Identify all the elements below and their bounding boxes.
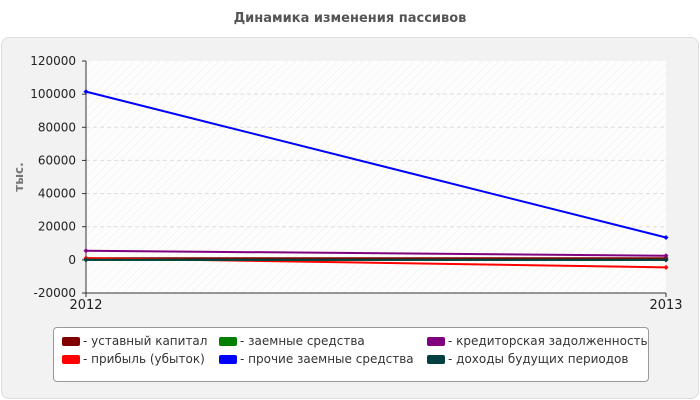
data-point-marker xyxy=(83,248,89,254)
legend-label: - прибыль (убыток) xyxy=(83,352,205,366)
legend-item[interactable]: - уставный капитал xyxy=(62,334,207,348)
legend-label: - прочие заемные средства xyxy=(240,352,414,366)
series-line xyxy=(85,90,667,239)
legend-label: - уставный капитал xyxy=(83,334,208,348)
legend-swatch xyxy=(62,354,80,364)
legend-label: - заемные средства xyxy=(240,334,365,348)
x-tick-label: 2012 xyxy=(69,298,102,313)
data-point-marker xyxy=(83,257,89,263)
legend-item[interactable]: - заемные средства xyxy=(219,334,365,348)
legend-item[interactable]: - кредиторская задолженность xyxy=(427,334,648,348)
data-point-marker xyxy=(663,234,669,240)
y-tick-label: 0 xyxy=(68,253,76,267)
axes xyxy=(85,61,666,294)
x-tick-labels: 2012 2013 xyxy=(69,293,683,313)
legend-swatch xyxy=(427,336,445,346)
legend-item[interactable]: - прибыль (убыток) xyxy=(62,352,205,366)
data-point-marker xyxy=(83,89,89,95)
chart-title: Динамика изменения пассивов xyxy=(233,11,467,26)
legend-swatch xyxy=(219,354,237,364)
legend-swatch xyxy=(219,336,237,346)
y-tick-label: 120000 xyxy=(30,54,76,68)
y-tick-label: 80000 xyxy=(38,120,76,134)
legend-swatch xyxy=(427,354,445,364)
y-tick-label: 40000 xyxy=(38,187,76,201)
legend-swatch xyxy=(62,336,80,346)
data-point-marker xyxy=(663,257,669,263)
legend-item[interactable]: - доходы будущих периодов xyxy=(427,352,628,366)
legend-label: - кредиторская задолженность xyxy=(448,334,648,348)
y-tick-labels: -20000 0 20000 40000 60000 80000 100000 120000 xyxy=(30,54,86,300)
data-point-marker xyxy=(663,264,669,270)
legend-label: - доходы будущих периодов xyxy=(448,352,629,366)
y-tick-label: 20000 xyxy=(38,220,76,234)
y-tick-label: 100000 xyxy=(30,87,76,101)
legend: - уставный капитал - прибыль (убыток) - за… xyxy=(53,327,649,382)
y-tick-label: 60000 xyxy=(38,153,76,167)
x-tick-label: 2013 xyxy=(649,298,682,313)
series-lines xyxy=(83,89,669,270)
series-line xyxy=(85,249,667,257)
y-axis-label: тыс. xyxy=(12,162,26,191)
legend-item[interactable]: - прочие заемные средства xyxy=(219,352,414,366)
data-point-marker xyxy=(663,253,669,259)
y-tick-label: -20000 xyxy=(33,286,76,300)
